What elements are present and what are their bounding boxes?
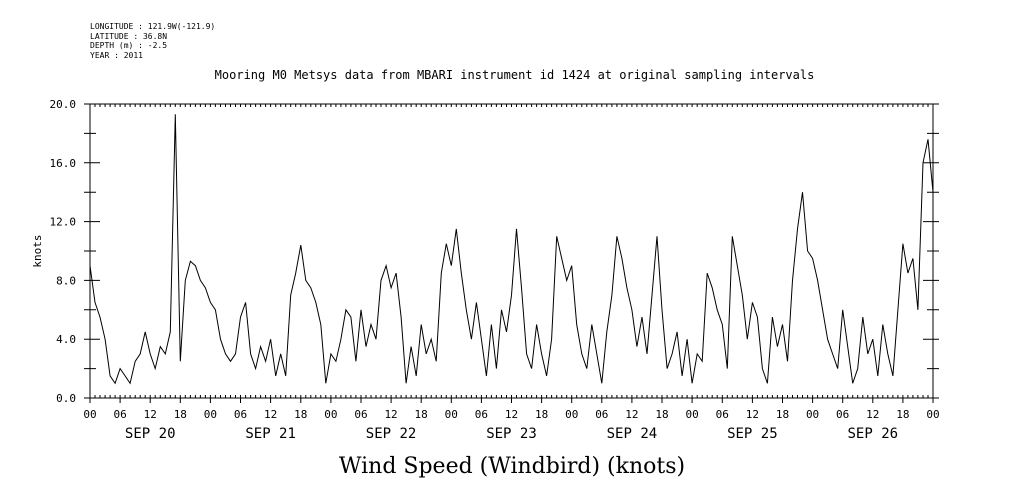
- y-axis-label: knots: [31, 234, 44, 267]
- y-tick-label: 16.0: [50, 157, 77, 170]
- x-tick-label: 06: [234, 408, 247, 421]
- x-day-label: SEP 23: [486, 426, 537, 442]
- x-tick-label: 12: [866, 408, 879, 421]
- x-day-label: SEP 26: [847, 426, 898, 442]
- x-tick-label: 18: [776, 408, 789, 421]
- x-tick-label: 00: [806, 408, 819, 421]
- x-tick-label: 18: [896, 408, 909, 421]
- x-tick-label: 12: [746, 408, 759, 421]
- x-tick-label: 00: [686, 408, 699, 421]
- x-tick-label: 06: [836, 408, 849, 421]
- y-tick-label: 4.0: [56, 333, 76, 346]
- x-tick-label: 00: [445, 408, 458, 421]
- x-tick-label: 18: [535, 408, 548, 421]
- longitude-label: LONGITUDE : 121.9W(-121.9): [90, 22, 216, 31]
- x-tick-label: 12: [384, 408, 397, 421]
- x-day-label: SEP 25: [727, 426, 778, 442]
- y-ticks: [84, 103, 939, 399]
- x-tick-label: 12: [144, 408, 157, 421]
- chart-title: Mooring M0 Metsys data from MBARI instru…: [214, 68, 815, 82]
- x-tick-label: 00: [565, 408, 578, 421]
- x-tick-label: 06: [716, 408, 729, 421]
- y-tick-label: 0.0: [56, 392, 76, 405]
- x-minor-ticks: [89, 104, 934, 398]
- chart-caption: Wind Speed (Windbird) (knots): [338, 454, 686, 479]
- x-tick-label: 00: [926, 408, 939, 421]
- x-tick-label: 18: [655, 408, 668, 421]
- x-major-ticks: [89, 398, 934, 403]
- metadata-block: LONGITUDE : 121.9W(-121.9) LATITUDE : 36…: [90, 22, 215, 60]
- x-tick-label: 00: [83, 408, 96, 421]
- x-tick-label: 06: [113, 408, 126, 421]
- x-tick-label: 06: [475, 408, 488, 421]
- x-day-label: SEP 22: [366, 426, 417, 442]
- x-tick-label: 18: [415, 408, 428, 421]
- x-tick-label: 06: [354, 408, 367, 421]
- x-day-label: SEP 20: [125, 426, 176, 442]
- x-day-label: SEP 24: [607, 426, 658, 442]
- x-day-label: SEP 21: [245, 426, 296, 442]
- y-tick-label: 12.0: [50, 216, 77, 229]
- x-tick-label: 12: [264, 408, 277, 421]
- x-tick-label: 00: [204, 408, 217, 421]
- x-tick-label: 18: [174, 408, 187, 421]
- year-label: YEAR : 2011: [90, 50, 143, 60]
- x-tick-label: 12: [625, 408, 638, 421]
- latitude-label: LATITUDE : 36.8N: [90, 31, 168, 41]
- series-line: [89, 114, 934, 385]
- y-tick-label: 20.0: [50, 98, 77, 111]
- x-tick-label: 00: [324, 408, 337, 421]
- x-tick-label: 18: [294, 408, 307, 421]
- depth-label: DEPTH (m) : -2.5: [90, 41, 168, 50]
- plot-frame: [89, 103, 934, 399]
- y-tick-label: 8.0: [56, 274, 76, 287]
- x-tick-label: 12: [505, 408, 518, 421]
- x-tick-label: 06: [595, 408, 608, 421]
